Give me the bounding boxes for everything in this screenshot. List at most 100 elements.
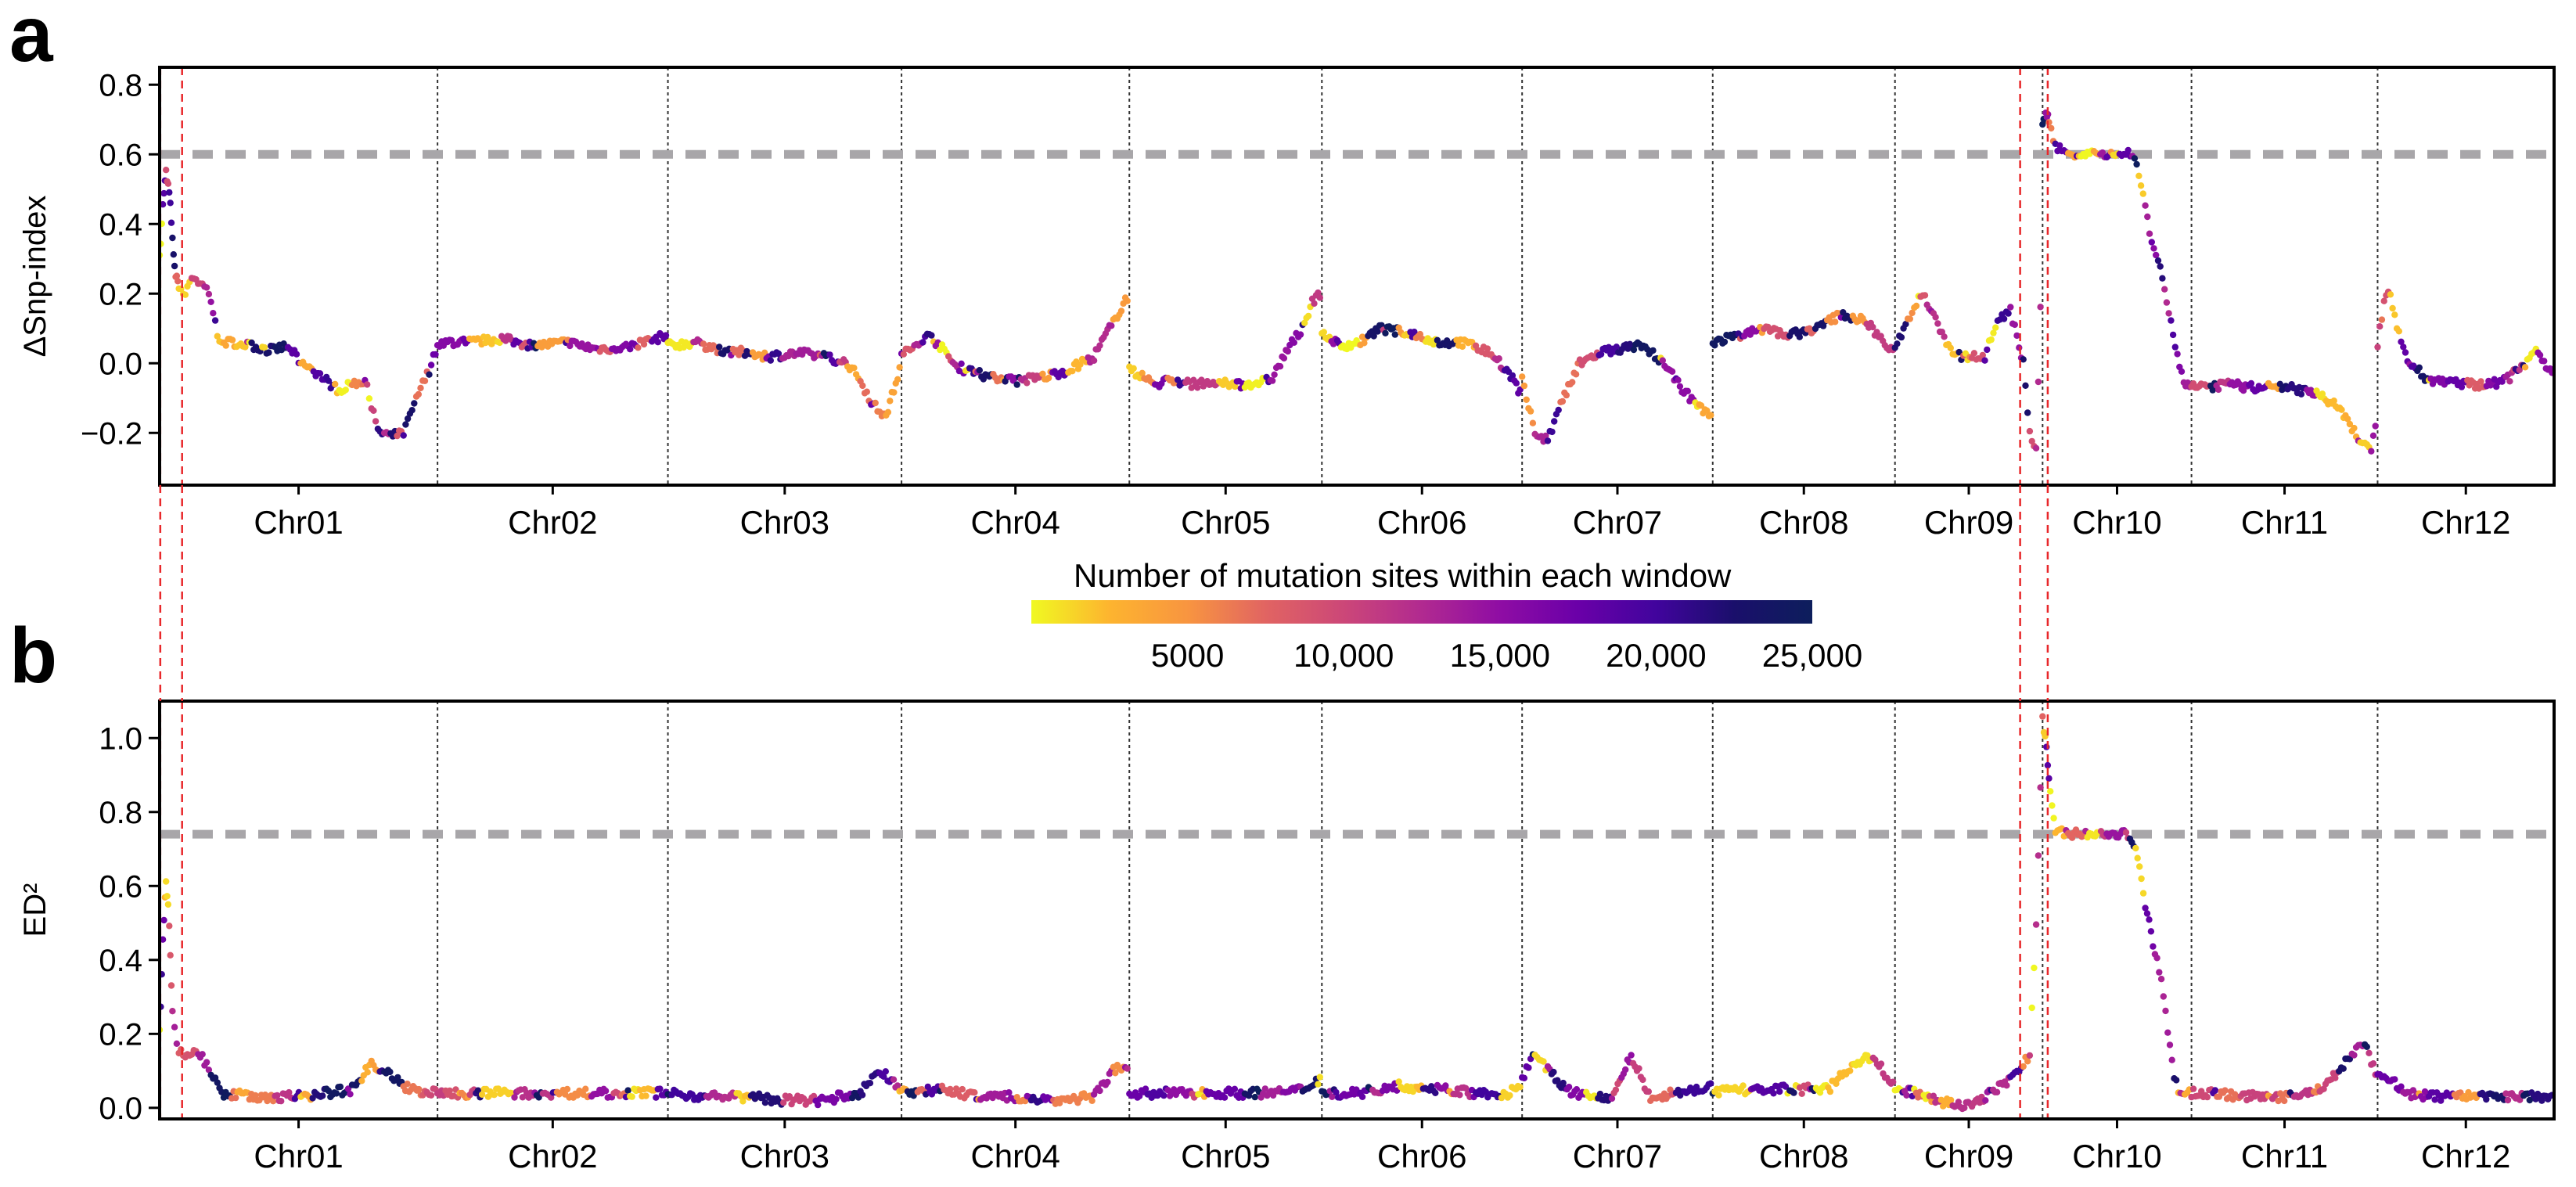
data-point	[880, 1073, 887, 1081]
data-point	[164, 180, 172, 187]
data-point	[1898, 333, 1905, 341]
data-point	[1596, 1090, 1604, 1098]
series-chr06	[1319, 1078, 1524, 1102]
data-point	[1456, 1092, 1463, 1099]
data-point	[166, 189, 173, 196]
data-point	[1529, 419, 1537, 426]
data-point	[1540, 1058, 1547, 1065]
data-point	[364, 1069, 371, 1076]
data-point	[2189, 1085, 2197, 1092]
data-point	[653, 1094, 660, 1101]
data-point	[959, 1085, 966, 1093]
data-point	[178, 1046, 185, 1053]
chromosome-label: Chr08	[1759, 504, 1848, 541]
data-point	[1320, 329, 1328, 336]
data-point	[232, 1094, 239, 1102]
data-point	[716, 344, 723, 351]
data-point	[474, 1087, 482, 1094]
y-tick-label: 0.0	[99, 1092, 142, 1126]
chromosome-label: Chr10	[2072, 504, 2161, 541]
data-point	[2346, 420, 2354, 428]
series-chr05	[1126, 289, 1324, 392]
data-point	[2521, 364, 2529, 371]
series-chr01	[160, 878, 439, 1105]
data-point	[1509, 372, 1516, 379]
data-point	[427, 1092, 435, 1099]
data-point	[1970, 350, 1978, 357]
data-point	[2398, 1083, 2405, 1090]
data-point	[336, 1083, 344, 1091]
data-point	[167, 951, 174, 959]
data-point	[1982, 1097, 1989, 1104]
y-tick-label: 0.4	[99, 207, 142, 242]
data-point	[325, 377, 333, 384]
y-tick-label: 0.2	[99, 277, 142, 311]
data-point	[890, 389, 898, 396]
data-point	[2536, 351, 2544, 358]
data-point	[642, 1092, 649, 1099]
data-point	[1912, 302, 1920, 310]
data-point	[174, 278, 182, 285]
data-point	[1565, 1084, 1573, 1091]
data-point	[624, 1087, 631, 1094]
data-point	[163, 878, 170, 885]
series-chr01	[160, 167, 439, 440]
data-point	[1523, 396, 1530, 403]
data-point	[2124, 146, 2132, 154]
data-point	[1104, 1078, 1111, 1086]
data-point	[1992, 324, 1999, 331]
data-point	[1251, 1093, 1259, 1101]
data-point	[205, 290, 213, 298]
data-point	[2351, 424, 2358, 432]
data-point	[2366, 1049, 2373, 1057]
data-point	[2174, 351, 2181, 358]
data-point	[2387, 291, 2394, 298]
data-point	[1039, 370, 1046, 377]
data-point	[1921, 292, 1929, 299]
data-point	[2146, 916, 2153, 923]
data-point	[1569, 379, 1576, 386]
data-point	[1096, 342, 1103, 349]
data-point	[2032, 444, 2040, 451]
chromosome-label: Chr01	[254, 504, 343, 541]
data-point	[2161, 286, 2168, 293]
data-point	[894, 376, 901, 383]
data-point	[2039, 713, 2046, 720]
data-point	[416, 1085, 423, 1093]
data-point	[640, 340, 648, 348]
data-point	[2134, 854, 2141, 861]
data-point	[207, 298, 214, 305]
data-point	[2045, 775, 2053, 782]
data-point	[2150, 245, 2157, 252]
data-point	[928, 332, 935, 339]
data-point	[2016, 344, 2023, 351]
data-point	[1707, 1080, 1714, 1087]
data-point	[491, 1092, 498, 1099]
data-point	[1194, 384, 1201, 391]
chromosome-label: Chr04	[970, 1138, 1060, 1174]
data-point	[1117, 308, 1125, 315]
data-point	[1284, 347, 1292, 355]
series-chr06	[1319, 322, 1524, 397]
data-point	[2049, 802, 2056, 809]
data-point	[1024, 379, 1031, 387]
data-point	[971, 1089, 978, 1096]
data-point	[2297, 390, 2305, 397]
data-point	[1930, 1092, 1937, 1099]
data-point	[1142, 1085, 1149, 1092]
data-point	[199, 1051, 206, 1058]
data-point	[2276, 380, 2283, 387]
chromosome-label: Chr08	[1759, 1138, 1848, 1174]
data-point	[309, 1095, 316, 1102]
data-point	[1990, 329, 1997, 336]
data-point	[417, 384, 424, 392]
data-point	[900, 351, 908, 358]
data-point	[1721, 338, 1729, 346]
data-point	[1979, 351, 1986, 359]
data-point	[484, 333, 491, 341]
data-point	[1442, 1082, 1449, 1089]
data-point	[2159, 275, 2166, 282]
data-point	[1190, 376, 1197, 383]
data-point	[1832, 318, 1839, 326]
data-point	[1045, 374, 1052, 382]
